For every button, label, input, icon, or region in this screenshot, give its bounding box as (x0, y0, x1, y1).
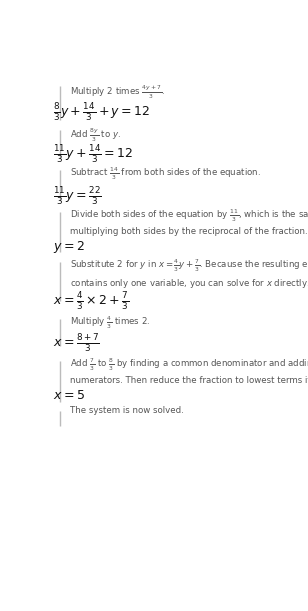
Text: Multiply $\frac{4}{3}$ times 2.: Multiply $\frac{4}{3}$ times 2. (70, 315, 150, 331)
Text: Divide both sides of the equation by $\frac{11}{3}$, which is the same as
multip: Divide both sides of the equation by $\f… (70, 208, 308, 236)
Text: $x = \frac{8+7}{3}$: $x = \frac{8+7}{3}$ (53, 332, 100, 354)
Text: $\frac{11}{3}y = \frac{22}{3}$: $\frac{11}{3}y = \frac{22}{3}$ (53, 185, 101, 207)
Text: $\frac{8}{3}y + \frac{14}{3} + y = 12$: $\frac{8}{3}y + \frac{14}{3} + y = 12$ (53, 101, 150, 123)
Text: $x = 5$: $x = 5$ (53, 389, 85, 401)
Text: $\frac{11}{3}y + \frac{14}{3} = 12$: $\frac{11}{3}y + \frac{14}{3} = 12$ (53, 143, 133, 165)
Text: The system is now solved.: The system is now solved. (70, 406, 183, 415)
Text: Add $\frac{7}{3}$ to $\frac{8}{3}$ by finding a common denominator and adding th: Add $\frac{7}{3}$ to $\frac{8}{3}$ by fi… (70, 357, 308, 385)
Text: Subtract $\frac{14}{3}$ from both sides of the equation.: Subtract $\frac{14}{3}$ from both sides … (70, 166, 261, 183)
Text: $x = \frac{4}{3} \times 2 + \frac{7}{3}$: $x = \frac{4}{3} \times 2 + \frac{7}{3}$ (53, 290, 129, 312)
Text: $y = 2$: $y = 2$ (53, 240, 84, 255)
Text: Substitute $2$ for $y$ in $x = \frac{4}{3}y + \frac{7}{3}$. Because the resultin: Substitute $2$ for $y$ in $x = \frac{4}{… (70, 257, 308, 290)
Text: Add $\frac{8y}{3}$ to $y$.: Add $\frac{8y}{3}$ to $y$. (70, 126, 120, 144)
Text: Multiply 2 times $\frac{4y+7}{3}$.: Multiply 2 times $\frac{4y+7}{3}$. (70, 82, 165, 101)
